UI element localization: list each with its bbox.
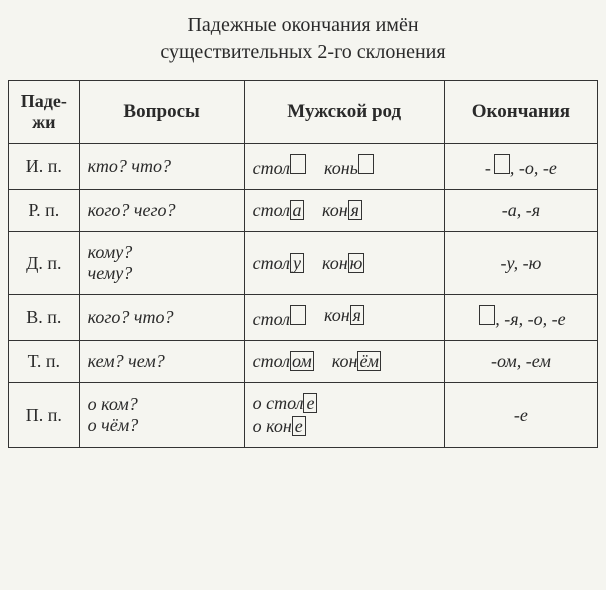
- endings-text: -ом, -ем: [491, 351, 551, 371]
- word-stem: стол: [253, 253, 290, 273]
- ending-box: а: [290, 200, 304, 220]
- header-endings: Окончания: [444, 81, 597, 144]
- endings-cell: , -я, -о, -е: [444, 295, 597, 341]
- ending-box: [358, 154, 374, 174]
- endings-cell: -е: [444, 383, 597, 448]
- word-stem: конь: [324, 158, 358, 178]
- examples-cell: стол коня: [244, 295, 444, 341]
- examples-cell: столаконя: [244, 190, 444, 232]
- endings-text: -у, -ю: [501, 253, 542, 273]
- table-row: Д. п.кому? чему?столуконю-у, -ю: [9, 232, 598, 295]
- endings-text: , -я, -о, -е: [476, 309, 565, 329]
- word-stem: стол: [253, 309, 290, 329]
- header-case: Паде- жи: [9, 81, 80, 144]
- ending-box: я: [348, 200, 362, 220]
- ending-box: [494, 154, 510, 174]
- example-word: о коне: [253, 416, 436, 437]
- ending-box: ом: [290, 351, 314, 371]
- table-row: И. п.кто? что? стол конь -, -о, -е: [9, 144, 598, 190]
- example-word: столу: [253, 253, 304, 274]
- word-stem: кон: [322, 200, 348, 220]
- examples-cell: стол конь: [244, 144, 444, 190]
- examples-cell: столомконём: [244, 341, 444, 383]
- endings-cell: -у, -ю: [444, 232, 597, 295]
- title-line-1: Падежные окончания имён: [187, 14, 418, 36]
- endings-text: -, -о, -е: [485, 158, 557, 178]
- case-cell: В. п.: [9, 295, 80, 341]
- ending-box: [290, 154, 306, 174]
- question-cell: кому? чему?: [79, 232, 244, 295]
- endings-suffix: , -о, -е: [510, 158, 557, 178]
- examples-cell: о столео коне: [244, 383, 444, 448]
- ending-box: [479, 305, 495, 325]
- case-cell: Д. п.: [9, 232, 80, 295]
- word-stem: стол: [253, 200, 290, 220]
- ending-box: ю: [348, 253, 365, 273]
- question-cell: кто? что?: [79, 144, 244, 190]
- title-line-2: существительных 2-го склонения: [160, 41, 445, 63]
- word-stem: о кон: [253, 416, 292, 436]
- table-header-row: Паде- жи Вопросы Мужской род Окончания: [9, 81, 598, 144]
- word-stem: кон: [322, 253, 348, 273]
- endings-cell: -а, -я: [444, 190, 597, 232]
- example-word: стол: [253, 305, 306, 330]
- question-cell: кого? чего?: [79, 190, 244, 232]
- example-word: конь: [324, 154, 374, 179]
- table-row: В. п.кого? что? стол коня , -я, -о, -е: [9, 295, 598, 341]
- ending-box: я: [350, 305, 364, 325]
- word-stem: кон: [324, 305, 350, 325]
- page-title: Падежные окончания имён существительных …: [8, 12, 598, 66]
- word-stem: о стол: [253, 393, 304, 413]
- header-case-text: Паде- жи: [21, 91, 67, 132]
- case-cell: П. п.: [9, 383, 80, 448]
- word-stem: стол: [253, 351, 290, 371]
- ending-box: е: [292, 416, 306, 436]
- ending-box: [290, 305, 306, 325]
- case-cell: И. п.: [9, 144, 80, 190]
- table-row: П. п.о ком? о чём?о столео коне-е: [9, 383, 598, 448]
- word-stem: кон: [332, 351, 358, 371]
- header-questions: Вопросы: [79, 81, 244, 144]
- question-cell: кого? что?: [79, 295, 244, 341]
- example-word: коня: [324, 305, 364, 330]
- example-word: коню: [322, 253, 364, 274]
- ending-box: е: [303, 393, 317, 413]
- word-stem: стол: [253, 158, 290, 178]
- declension-table: Паде- жи Вопросы Мужской род Окончания И…: [8, 80, 598, 448]
- endings-text: -а, -я: [502, 200, 540, 220]
- case-cell: Р. п.: [9, 190, 80, 232]
- example-word: стола: [253, 200, 304, 221]
- question-cell: кем? чем?: [79, 341, 244, 383]
- example-word: стол: [253, 154, 306, 179]
- endings-suffix: , -я, -о, -е: [495, 309, 565, 329]
- example-word: о столе: [253, 393, 436, 414]
- question-cell: о ком? о чём?: [79, 383, 244, 448]
- endings-cell: -ом, -ем: [444, 341, 597, 383]
- case-cell: Т. п.: [9, 341, 80, 383]
- ending-box: у: [290, 253, 304, 273]
- example-word: столом: [253, 351, 314, 372]
- endings-text: -е: [514, 405, 528, 425]
- header-gender: Мужской род: [244, 81, 444, 144]
- example-word: конём: [332, 351, 381, 372]
- example-word: коня: [322, 200, 362, 221]
- endings-prefix: -: [485, 158, 491, 178]
- examples-cell: столуконю: [244, 232, 444, 295]
- ending-box: ём: [357, 351, 380, 371]
- endings-cell: -, -о, -е: [444, 144, 597, 190]
- table-row: Т. п.кем? чем?столомконём-ом, -ем: [9, 341, 598, 383]
- table-row: Р. п.кого? чего?столаконя-а, -я: [9, 190, 598, 232]
